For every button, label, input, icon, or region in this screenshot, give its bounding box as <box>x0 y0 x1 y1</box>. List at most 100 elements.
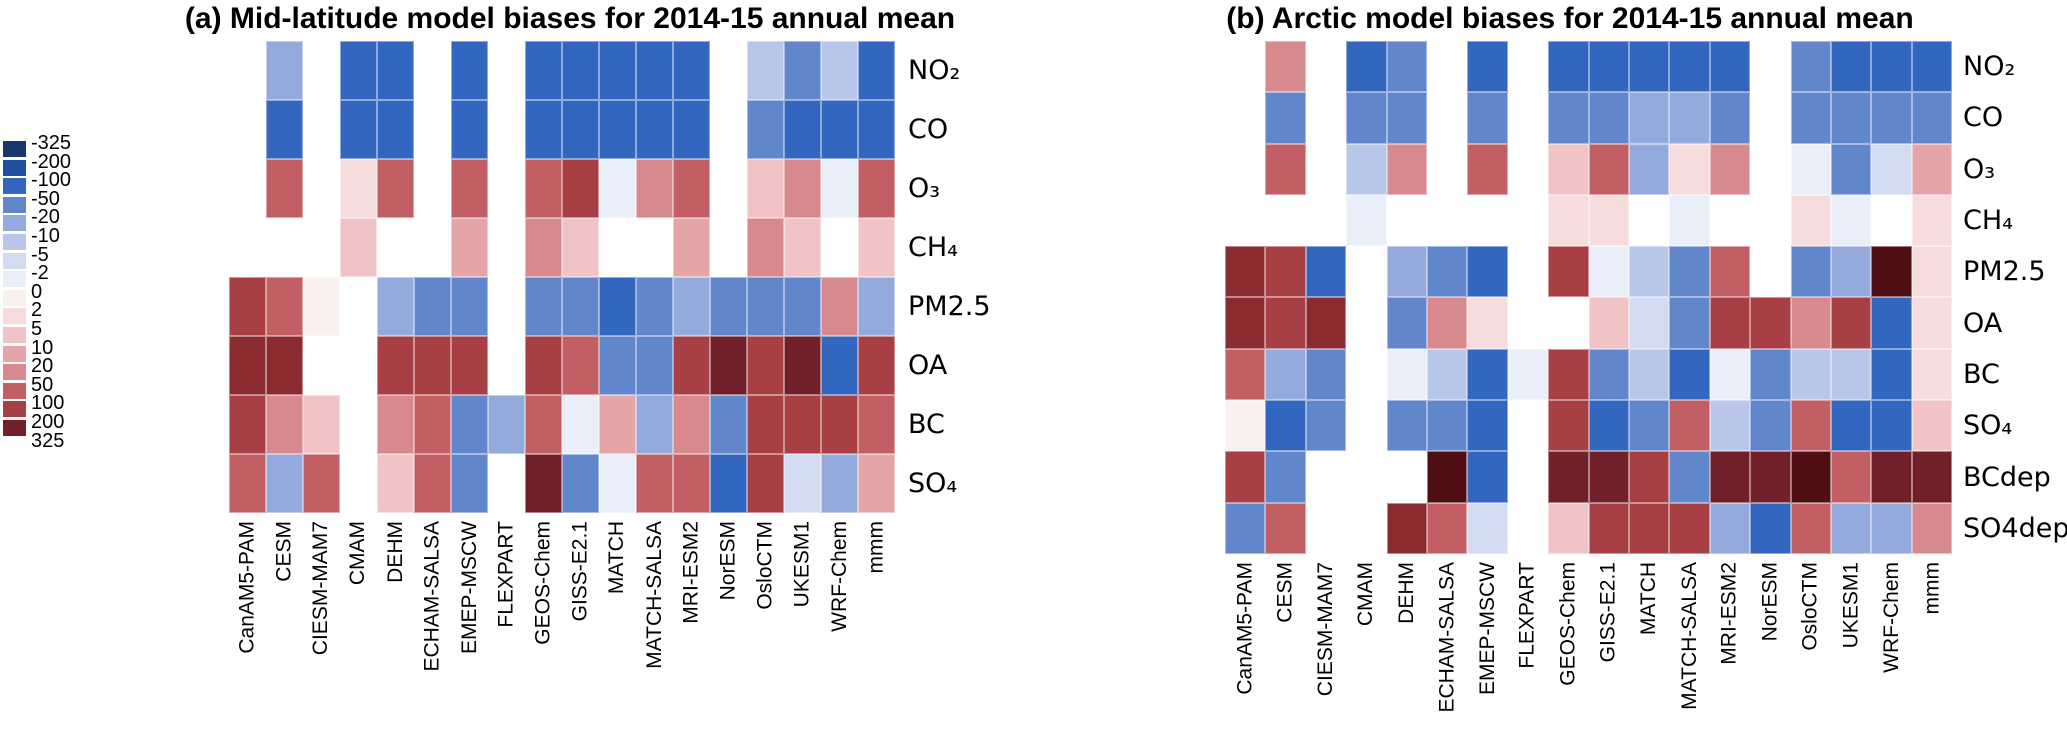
heatmap-cell <box>1750 502 1791 554</box>
heatmap-cell <box>710 454 747 513</box>
heatmap-cell <box>266 277 303 336</box>
heatmap-cell <box>710 159 747 218</box>
legend-swatch <box>3 327 26 343</box>
legend-tick-label: -325 <box>31 132 72 154</box>
heatmap-cell <box>821 218 858 277</box>
heatmap-cell <box>1467 92 1508 144</box>
model-label: MATCH <box>605 521 629 595</box>
heatmap-cell <box>1830 348 1872 401</box>
heatmap-cell <box>1225 451 1266 503</box>
heatmap-cell <box>1628 348 1670 401</box>
heatmap-cell <box>1386 194 1427 247</box>
species-label: SO4dep <box>1963 512 2067 544</box>
heatmap-cell <box>562 277 599 336</box>
heatmap-cell <box>414 336 451 395</box>
heatmap-cell <box>1346 502 1387 554</box>
heatmap-cell <box>1305 451 1347 503</box>
heatmap-cell <box>1750 400 1791 452</box>
heatmap-cell <box>1628 143 1670 195</box>
legend-tick-label: 200 <box>31 411 65 433</box>
heatmap-cell <box>673 218 710 277</box>
heatmap-cell <box>1305 400 1347 452</box>
heatmap-cell <box>673 41 710 100</box>
model-label: NorESM <box>716 521 740 601</box>
model-label: CESM <box>272 521 296 582</box>
legend-swatch <box>3 382 26 399</box>
heatmap-cell <box>525 100 562 159</box>
species-label: SO₄ <box>908 468 958 499</box>
heatmap-cell <box>1426 400 1468 452</box>
heatmap-cell <box>1588 348 1629 401</box>
heatmap-cell <box>1669 297 1710 349</box>
heatmap-cell <box>1467 143 1508 195</box>
model-label: MRI-ESM2 <box>1718 562 1741 665</box>
model-label: GEOS-Chem <box>1556 562 1580 686</box>
heatmap-cell <box>229 395 266 454</box>
heatmap-cell <box>1750 194 1791 247</box>
heatmap-cell <box>1305 143 1347 195</box>
heatmap-cell <box>1911 502 1953 554</box>
legend-swatch <box>3 159 26 176</box>
legend-swatch <box>3 215 26 232</box>
model-label: OsloCTM <box>753 521 777 610</box>
heatmap-cell <box>599 218 636 277</box>
heatmap-cell <box>1426 194 1468 247</box>
heatmap-cell <box>1669 41 1710 93</box>
heatmap-cell <box>636 100 673 159</box>
heatmap-cell <box>1265 92 1306 144</box>
heatmap-cell <box>1305 194 1347 247</box>
heatmap-cell <box>1871 92 1912 144</box>
heatmap-cell <box>303 41 340 100</box>
heatmap-cell <box>821 454 858 513</box>
model-label: EMEP-MSCW <box>457 521 481 654</box>
heatmap-cell <box>1467 41 1508 93</box>
heatmap-cell <box>1709 451 1751 503</box>
species-label: BCdep <box>1963 461 2051 493</box>
heatmap-cell <box>1588 194 1629 247</box>
heatmap-cell <box>1265 502 1306 554</box>
heatmap-cell <box>1911 194 1953 247</box>
model-label: MRI-ESM2 <box>679 521 703 624</box>
legend-swatch <box>3 308 26 325</box>
heatmap-cell <box>858 395 895 454</box>
species-label: CO <box>908 114 949 145</box>
heatmap-cell <box>340 218 377 277</box>
heatmap-cell <box>821 395 858 454</box>
heatmap-cell <box>747 100 784 159</box>
heatmap-cell <box>1346 143 1387 195</box>
heatmap-cell <box>414 159 451 218</box>
heatmap-cell <box>1467 502 1508 554</box>
heatmap-cell <box>1911 92 1953 144</box>
heatmap-cell <box>1871 502 1912 554</box>
heatmap-cell <box>747 395 784 454</box>
model-label: mmm <box>1920 562 1943 615</box>
heatmap-cell <box>1628 41 1670 93</box>
heatmap-cell <box>377 277 414 336</box>
heatmap-cell <box>340 336 377 395</box>
heatmap-cell <box>1588 246 1629 298</box>
heatmap-cell <box>1426 92 1468 144</box>
heatmap-cell <box>1750 92 1791 144</box>
heatmap-cell <box>858 100 895 159</box>
legend-tick-label: -10 <box>31 225 60 247</box>
model-label: CanAM5-PAM <box>235 521 259 654</box>
heatmap-cell <box>414 100 451 159</box>
heatmap-cell <box>1265 400 1306 452</box>
heatmap-cell <box>1305 502 1347 554</box>
heatmap-cell <box>1709 502 1751 554</box>
heatmap-cell <box>1467 297 1508 349</box>
heatmap-cell <box>821 41 858 100</box>
heatmap-cell <box>1588 451 1629 503</box>
heatmap-cell <box>1386 92 1427 144</box>
heatmap-cell <box>1709 143 1751 195</box>
heatmap-cell <box>1750 348 1791 401</box>
heatmap-cell <box>1507 502 1549 554</box>
heatmap-cell <box>525 336 562 395</box>
heatmap-cell <box>1426 451 1468 503</box>
legend-tick-label: -2 <box>31 262 49 285</box>
heatmap-cell <box>858 277 895 336</box>
heatmap-cell <box>303 454 340 513</box>
heatmap-cell <box>636 336 673 395</box>
heatmap-cell <box>1386 143 1427 195</box>
heatmap-cell <box>1265 451 1306 503</box>
